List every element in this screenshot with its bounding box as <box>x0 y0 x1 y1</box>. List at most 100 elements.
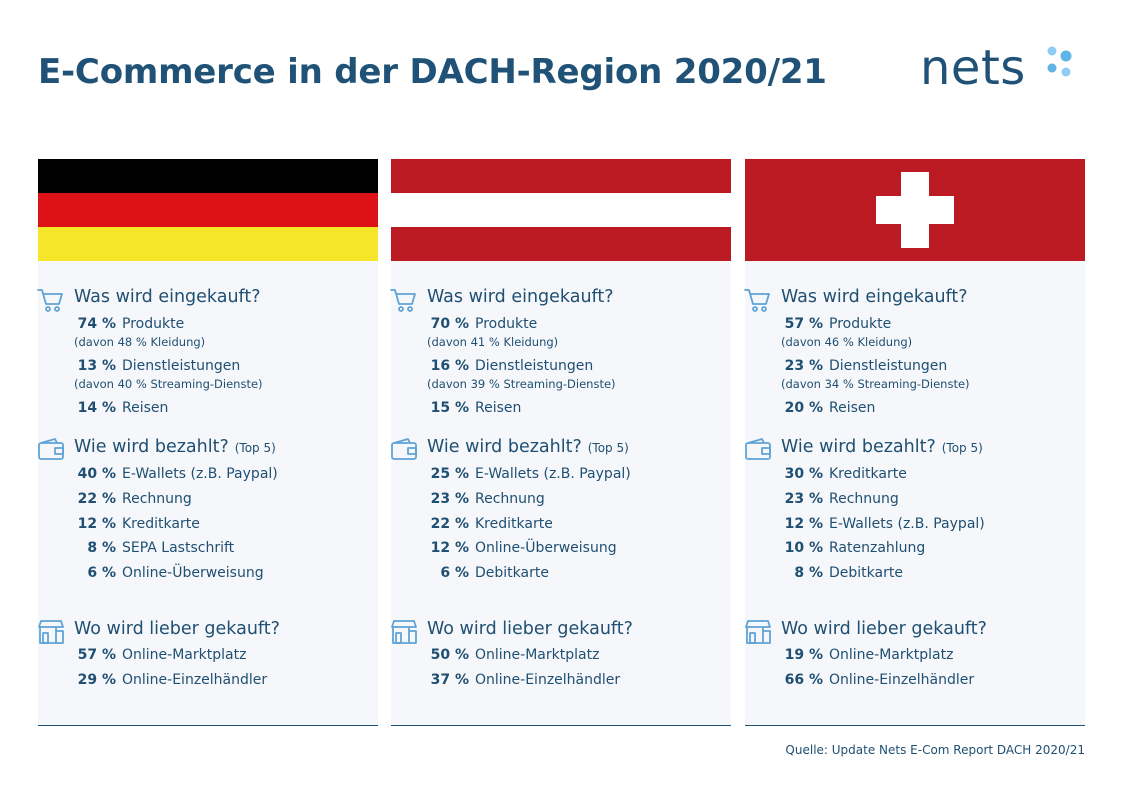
section-where-header: Wo wird lieber gekauft? <box>38 619 280 647</box>
stat-percent: 16 % <box>430 358 469 374</box>
section-where-title: Wo wird lieber gekauft? <box>427 619 633 639</box>
payment-row: 22 % Rechnung <box>74 491 192 511</box>
stat-label: Reisen <box>475 400 522 416</box>
logo-wordmark: nets <box>920 40 1026 96</box>
section-pay-title: Wie wird bezahlt? <box>74 437 229 457</box>
payment-row: 12 % Kreditkarte <box>74 516 200 536</box>
payment-row: 6 % Online-Überweisung <box>74 565 264 585</box>
stat-row-services: 16 % Dienstleistungen <box>427 358 594 378</box>
stat-note: (davon 46 % Kleidung) <box>781 335 913 349</box>
flag-stripe-red <box>38 193 378 227</box>
stat-percent: 23 % <box>784 491 823 507</box>
stat-label: Online-Einzelhändler <box>122 672 268 688</box>
section-pay-header: Wie wird bezahlt? (Top 5) <box>38 437 276 465</box>
stat-label: Online-Überweisung <box>475 540 617 556</box>
stat-label: Kreditkarte <box>122 516 200 532</box>
stat-percent: 10 % <box>784 540 823 556</box>
flag-stripe-red <box>391 159 731 193</box>
stat-label: Online-Überweisung <box>122 565 264 581</box>
stat-percent: 29 % <box>77 672 116 688</box>
stat-row-travel: 14 % Reisen <box>74 400 169 420</box>
section-what-header: Was wird eingekauft? <box>744 287 968 315</box>
stat-percent: 22 % <box>77 491 116 507</box>
stat-note: (davon 39 % Streaming-Dienste) <box>427 377 616 391</box>
stat-label: Online-Marktplatz <box>475 647 600 663</box>
section-what-title: Was wird eingekauft? <box>781 287 968 307</box>
stat-percent: 23 % <box>784 358 823 374</box>
stat-percent: 74 % <box>77 316 116 332</box>
payment-row: 22 % Kreditkarte <box>427 516 553 536</box>
store-icon <box>38 620 64 644</box>
channel-row: 57 % Online-Marktplatz <box>74 647 247 667</box>
section-pay-header: Wie wird bezahlt? (Top 5) <box>745 437 983 465</box>
stat-percent: 12 % <box>77 516 116 532</box>
stat-row-travel: 15 % Reisen <box>427 400 522 420</box>
payment-row: 8 % Debitkarte <box>781 565 903 585</box>
country-panel: Was wird eingekauft? 70 % Produkte (davo… <box>390 261 731 726</box>
section-pay-title: Wie wird bezahlt? <box>781 437 936 457</box>
section-where-header: Wo wird lieber gekauft? <box>391 619 633 647</box>
flag-germany <box>38 159 378 261</box>
stat-percent: 20 % <box>784 400 823 416</box>
stat-label: Reisen <box>122 400 169 416</box>
section-where-header: Wo wird lieber gekauft? <box>745 619 987 647</box>
stat-note: (davon 48 % Kleidung) <box>74 335 206 349</box>
country-panel: Was wird eingekauft? 74 % Produkte (davo… <box>37 261 378 726</box>
stat-note: (davon 40 % Streaming-Dienste) <box>74 377 263 391</box>
stat-label: Ratenzahlung <box>829 540 926 556</box>
stat-row-products: 57 % Produkte <box>781 316 892 336</box>
wallet-icon <box>745 438 771 460</box>
stat-percent: 57 % <box>77 647 116 663</box>
section-pay-header: Wie wird bezahlt? (Top 5) <box>391 437 629 465</box>
swiss-cross-icon <box>876 172 954 248</box>
channel-row: 50 % Online-Marktplatz <box>427 647 600 667</box>
stat-percent: 15 % <box>430 400 469 416</box>
stat-percent: 8 % <box>794 565 823 581</box>
stat-percent: 40 % <box>77 466 116 482</box>
stat-percent: 19 % <box>784 647 823 663</box>
stat-percent: 13 % <box>77 358 116 374</box>
stat-percent: 30 % <box>784 466 823 482</box>
stat-percent: 37 % <box>430 672 469 688</box>
flag-stripe-white <box>391 193 731 227</box>
shopping-cart-icon <box>390 289 416 312</box>
stat-label: E-Wallets (z.B. Paypal) <box>475 466 631 482</box>
stat-percent: 12 % <box>784 516 823 532</box>
payment-row: 12 % Online-Überweisung <box>427 540 617 560</box>
stat-label: Kreditkarte <box>829 466 907 482</box>
section-pay-title: Wie wird bezahlt? <box>427 437 582 457</box>
logo-dots-icon <box>1047 46 1072 77</box>
flag-switzerland <box>745 159 1085 261</box>
flag-stripe-red <box>391 227 731 261</box>
stat-label: Dienstleistungen <box>829 358 948 374</box>
section-what-title: Was wird eingekauft? <box>427 287 614 307</box>
section-where-title: Wo wird lieber gekauft? <box>781 619 987 639</box>
payment-row: 8 % SEPA Lastschrift <box>74 540 234 560</box>
stat-label: SEPA Lastschrift <box>122 540 235 556</box>
stat-note: (davon 41 % Kleidung) <box>427 335 559 349</box>
stat-label: E-Wallets (z.B. Paypal) <box>122 466 278 482</box>
stat-percent: 22 % <box>430 516 469 532</box>
stat-row-services: 23 % Dienstleistungen <box>781 358 948 378</box>
stat-percent: 12 % <box>430 540 469 556</box>
stat-row-services: 13 % Dienstleistungen <box>74 358 241 378</box>
payment-row: 23 % Rechnung <box>427 491 545 511</box>
stat-percent: 25 % <box>430 466 469 482</box>
flag-austria <box>391 159 731 261</box>
section-where-title: Wo wird lieber gekauft? <box>74 619 280 639</box>
stat-row-products: 70 % Produkte <box>427 316 538 336</box>
stat-label: Kreditkarte <box>475 516 553 532</box>
stat-label: E-Wallets (z.B. Paypal) <box>829 516 985 532</box>
section-what-header: Was wird eingekauft? <box>37 287 261 315</box>
stat-label: Produkte <box>829 316 892 332</box>
stat-label: Online-Marktplatz <box>829 647 954 663</box>
section-what-header: Was wird eingekauft? <box>390 287 614 315</box>
payment-row: 30 % Kreditkarte <box>781 466 907 486</box>
nets-logo: nets <box>920 40 1080 96</box>
stat-percent: 66 % <box>784 672 823 688</box>
shopping-cart-icon <box>37 289 63 312</box>
page-title: E-Commerce in der DACH-Region 2020/21 <box>38 52 827 92</box>
section-pay-note: (Top 5) <box>587 441 629 455</box>
country-column-germany: Was wird eingekauft? 74 % Produkte (davo… <box>37 159 378 726</box>
stat-label: Debitkarte <box>829 565 903 581</box>
